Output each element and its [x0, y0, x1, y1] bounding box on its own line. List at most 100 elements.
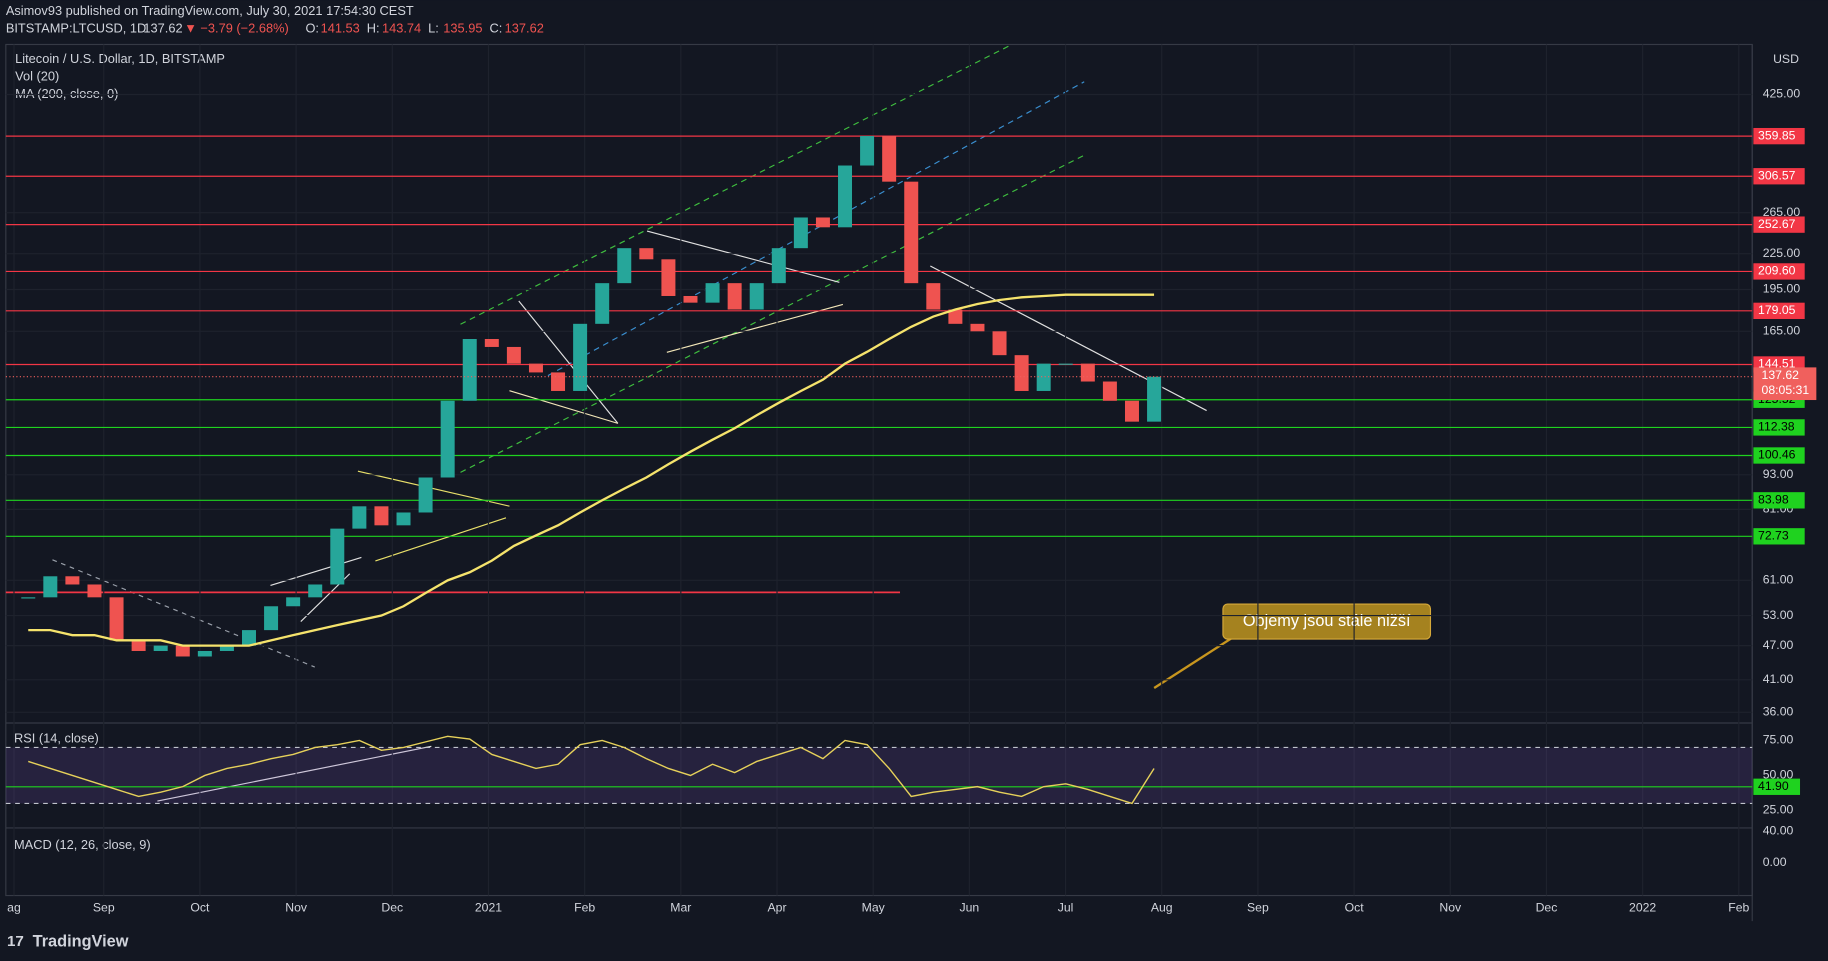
candle [484, 339, 499, 347]
level-label: 252.67 [1758, 217, 1796, 231]
ohlc-label: C: [490, 21, 503, 36]
rsi-level-badge [1753, 778, 1801, 795]
macd-tick-label: 40.00 [1763, 824, 1794, 838]
level-label: 100.46 [1758, 448, 1796, 462]
candle [440, 400, 455, 478]
candle [904, 181, 919, 284]
level-label: 72.73 [1758, 529, 1789, 543]
y-tick-label: 265.00 [1763, 205, 1801, 219]
candle [330, 528, 345, 585]
chart-title: Litecoin / U.S. Dollar, 1D, BITSTAMP [15, 51, 225, 66]
level-badge [1753, 528, 1805, 545]
ohlc-value: 143.74 [382, 21, 421, 36]
x-tick-label: Sep [1247, 901, 1269, 915]
x-tick-label: May [862, 901, 886, 915]
x-tick-label: Nov [1439, 901, 1462, 915]
candle [882, 136, 897, 182]
candle [374, 506, 389, 526]
level-badge [1753, 302, 1805, 320]
rsi-band [5, 747, 1753, 804]
candle [352, 506, 367, 529]
candle [175, 645, 190, 657]
ma-line [28, 293, 1155, 647]
ohlc-label: H: [367, 21, 380, 36]
y-tick-label: 425.00 [1763, 87, 1801, 101]
candle [1147, 376, 1162, 422]
candle [992, 331, 1007, 356]
candle [242, 630, 256, 646]
level-badge [1753, 216, 1805, 233]
rsi-tick-label: 75.00 [1763, 733, 1794, 747]
candle [131, 640, 146, 651]
level-label: 112.38 [1758, 420, 1795, 434]
x-tick-label: Apr [767, 901, 786, 915]
x-tick-label: Jul [1058, 901, 1074, 915]
x-tick-label: Sep [93, 901, 115, 915]
candle [528, 363, 543, 373]
candle [197, 650, 212, 657]
candle [617, 248, 632, 284]
candle [926, 283, 941, 310]
candle [418, 477, 433, 513]
last-price-label: 137.62 [1762, 368, 1800, 382]
level-badge [1753, 127, 1805, 145]
candle [396, 512, 411, 526]
candle [219, 645, 234, 651]
x-tick-label: 2021 [475, 901, 502, 915]
indicator-label: MA (200, close, 0) [15, 86, 118, 101]
x-tick-label: Jun [960, 901, 980, 915]
candle [838, 165, 853, 228]
annotation-box [1222, 603, 1432, 640]
candle [506, 346, 521, 364]
candle [727, 283, 742, 310]
logo-mark: 17 [7, 933, 24, 950]
x-tick-label: Aug [1151, 901, 1173, 915]
candle [1080, 363, 1095, 382]
candle [661, 259, 676, 296]
level-label: 144.51 [1758, 357, 1796, 371]
macd-title: MACD (12, 26, close, 9) [14, 837, 151, 852]
indicator-label: Vol (20) [15, 69, 59, 84]
candle [948, 309, 963, 324]
x-tick-label: Nov [285, 901, 308, 915]
x-tick-label: 2022 [1629, 901, 1656, 915]
x-tick-label: Feb [574, 901, 595, 915]
candle [970, 323, 985, 332]
ohlc-label: O: [305, 21, 319, 36]
candle [43, 576, 58, 598]
symbol: BITSTAMP:LTCUSD, 1D [6, 21, 146, 36]
x-tick-label: Oct [190, 901, 210, 915]
x-tick-label: Mar [670, 901, 691, 915]
y-tick-label: 165.00 [1763, 324, 1801, 338]
level-badge [1753, 447, 1805, 464]
level-badge [1753, 168, 1805, 185]
level-label: 306.57 [1758, 168, 1796, 182]
candle [705, 283, 720, 303]
level-label: 359.85 [1758, 128, 1796, 142]
ohlc-value: 135.95 [443, 21, 482, 36]
candle [87, 584, 102, 598]
y-tick-label: 61.00 [1763, 573, 1794, 587]
candle [1036, 363, 1051, 391]
y-tick-label: 93.00 [1763, 467, 1794, 481]
macd-tick-label: 0.00 [1763, 855, 1787, 869]
rsi-line [28, 735, 1155, 805]
candle [1014, 355, 1029, 391]
candle [1058, 363, 1073, 365]
y-tick-label: 47.00 [1763, 638, 1794, 652]
candle [308, 584, 323, 598]
candle [65, 576, 80, 585]
last: 137.62 [143, 21, 182, 36]
y-tick-label: 195.00 [1763, 282, 1801, 296]
level-badge [1753, 492, 1805, 509]
candle [771, 248, 786, 284]
candle [286, 597, 301, 607]
candle [1124, 400, 1139, 422]
candle [860, 136, 875, 166]
candle [551, 372, 566, 391]
last-price-badge [1753, 367, 1817, 401]
x-tick-label: Dec [381, 901, 403, 915]
rsi-level-label: 41.90 [1758, 779, 1789, 793]
y-tick-label: 36.00 [1763, 705, 1794, 719]
